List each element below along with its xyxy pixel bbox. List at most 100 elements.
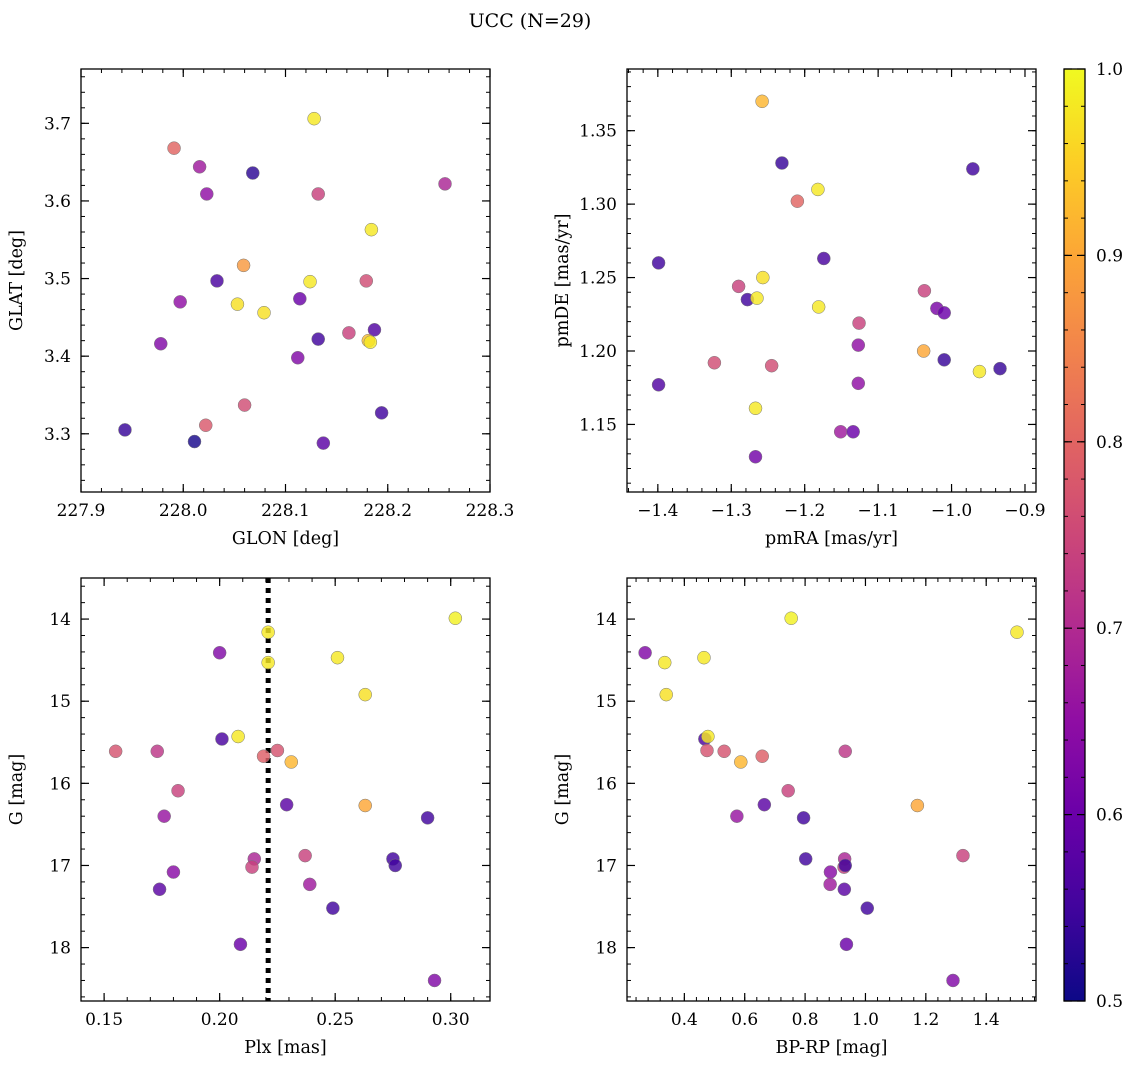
- x-axis-label: Plx [mas]: [244, 1038, 326, 1058]
- colorbar-gradient: [1064, 69, 1085, 1001]
- scatter-point: [657, 655, 672, 670]
- colorbar-tick-label: 1.0: [1096, 60, 1123, 80]
- scatter-point: [303, 877, 317, 892]
- scatter-point: [811, 300, 826, 314]
- scatter-point: [330, 650, 345, 665]
- x-tick-label: 0.4: [671, 1010, 698, 1030]
- scatter-point: [823, 877, 837, 892]
- y-tick-label: 14: [49, 610, 71, 630]
- scatter-point: [798, 852, 813, 866]
- y-tick-label: 1.30: [579, 195, 617, 215]
- x-tick-label: −1.0: [931, 501, 972, 521]
- scatter-point: [701, 729, 715, 744]
- y-axis-label: pmDE [mas/yr]: [553, 214, 573, 348]
- scatter-point: [839, 937, 854, 952]
- scatter-point: [108, 744, 123, 759]
- panel-glon-glat: 227.9 228.0 228.1 228.2 228.3 3.3 3.4 3.5 3.6 3.7…: [7, 68, 514, 549]
- colorbar-tick-label: 0.9: [1096, 246, 1123, 266]
- x-tick-label: 0.20: [201, 1010, 239, 1030]
- scatter-point: [764, 358, 779, 373]
- scatter-point: [359, 274, 374, 288]
- scatter-point: [651, 256, 666, 270]
- scatter-point: [1010, 625, 1024, 639]
- y-tick-label: 17: [49, 856, 71, 876]
- y-tick-label: 1.35: [579, 122, 617, 142]
- scatter-point: [311, 332, 325, 346]
- scatter-point: [307, 111, 321, 126]
- scatter-point: [367, 323, 382, 337]
- y-tick-label: 15: [595, 692, 617, 712]
- scatter-point: [838, 744, 852, 759]
- scatter-point: [756, 270, 770, 285]
- scatter-point: [917, 284, 932, 298]
- scatter-point: [972, 364, 987, 379]
- scatter-point: [261, 655, 275, 670]
- scatter-point: [750, 291, 764, 305]
- x-tick-label: 0.25: [316, 1010, 354, 1030]
- x-tick-label: 1.4: [973, 1010, 1000, 1030]
- scatter-point: [966, 162, 980, 176]
- scatter-point: [358, 798, 372, 813]
- scatter-point: [284, 755, 299, 769]
- scatter-point: [796, 811, 811, 825]
- x-tick-label: 0.15: [85, 1010, 123, 1030]
- scatter-point: [152, 882, 167, 897]
- x-tick-label: 0.8: [792, 1010, 819, 1030]
- colorbar-tick-label: 0.7: [1096, 619, 1123, 639]
- scatter-point: [342, 326, 356, 340]
- y-tick-label: 3.4: [44, 347, 71, 367]
- scatter-point: [166, 865, 181, 879]
- scatter-point: [311, 187, 325, 201]
- scatter-point: [171, 783, 185, 798]
- scatter-point: [173, 295, 187, 309]
- scatter-point: [916, 344, 931, 358]
- figure-title: UCC (N=29): [469, 10, 592, 32]
- scatter-point: [852, 316, 866, 330]
- scatter-point: [245, 860, 259, 874]
- scatter-point: [993, 361, 1007, 376]
- y-axis-label: G [mag]: [553, 754, 573, 825]
- y-tick-label: 16: [595, 774, 617, 794]
- scatter-point: [210, 274, 224, 288]
- y-tick-label: 18: [49, 939, 71, 959]
- scatter-point: [230, 297, 245, 311]
- scatter-point: [326, 901, 340, 915]
- x-tick-label: 0.6: [731, 1010, 758, 1030]
- colorbar-tick-label: 0.8: [1096, 433, 1123, 453]
- scatter-point: [448, 611, 463, 625]
- x-tick-label: −1.4: [637, 501, 678, 521]
- x-axis-label: GLON [deg]: [232, 529, 339, 549]
- scatter-point: [291, 350, 305, 365]
- scatter-point: [937, 353, 951, 367]
- scatter-point: [811, 182, 825, 197]
- y-tick-label: 1.25: [579, 269, 617, 289]
- x-tick-label: 1.0: [852, 1010, 879, 1030]
- scatter-point: [257, 305, 271, 320]
- scatter-point: [150, 744, 165, 759]
- scatter-point: [358, 687, 372, 702]
- x-tick-label: 227.9: [57, 501, 106, 521]
- scatter-point: [298, 848, 312, 863]
- scatter-point: [956, 848, 970, 863]
- scatter-point: [659, 687, 673, 702]
- x-tick-label: 0.30: [432, 1010, 470, 1030]
- y-tick-label: 3.3: [44, 425, 71, 445]
- x-axis-label: BP-RP [mag]: [776, 1038, 888, 1058]
- y-tick-label: 18: [595, 939, 617, 959]
- scatter-point: [388, 858, 403, 873]
- scatter-point: [212, 645, 227, 660]
- scatter-point: [237, 398, 252, 412]
- scatter-point: [775, 156, 789, 170]
- scatter-points: [118, 111, 452, 450]
- scatter-point: [154, 337, 168, 351]
- scatter-point: [651, 378, 666, 392]
- y-axis-label: GLAT [deg]: [7, 230, 27, 331]
- scatter-point: [734, 755, 748, 769]
- scatter-point: [187, 434, 202, 449]
- scatter-point: [279, 797, 294, 812]
- scatter-point: [717, 744, 731, 759]
- y-tick-label: 17: [595, 856, 617, 876]
- scatter-point: [700, 743, 714, 758]
- scatter-point: [167, 141, 181, 155]
- scatter-point: [846, 425, 860, 439]
